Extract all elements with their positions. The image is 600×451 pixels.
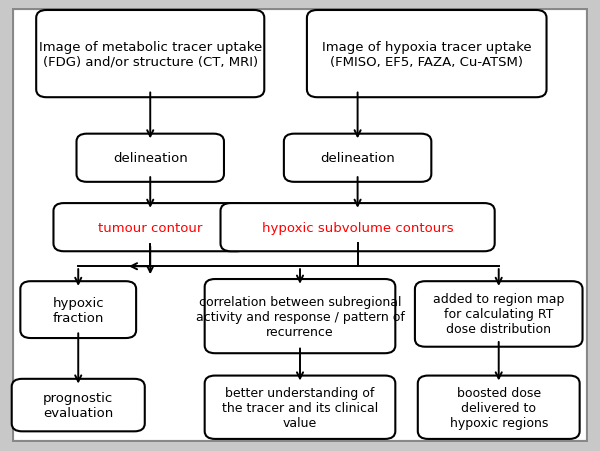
Text: tumour contour: tumour contour [98, 221, 202, 234]
Text: delineation: delineation [113, 152, 188, 165]
FancyBboxPatch shape [284, 134, 431, 182]
FancyBboxPatch shape [12, 9, 588, 442]
FancyBboxPatch shape [418, 376, 580, 439]
Text: hypoxic
fraction: hypoxic fraction [52, 296, 104, 324]
Text: added to region map
for calculating RT
dose distribution: added to region map for calculating RT d… [433, 293, 565, 336]
Text: hypoxic subvolume contours: hypoxic subvolume contours [262, 221, 454, 234]
FancyBboxPatch shape [415, 281, 583, 347]
Text: boosted dose
delivered to
hypoxic regions: boosted dose delivered to hypoxic region… [449, 386, 548, 429]
Text: correlation between subregional
activity and response / pattern of
recurrence: correlation between subregional activity… [196, 295, 404, 338]
FancyBboxPatch shape [20, 281, 136, 338]
FancyBboxPatch shape [205, 280, 395, 354]
Text: prognostic
evaluation: prognostic evaluation [43, 391, 113, 419]
Text: Image of metabolic tracer uptake
(FDG) and/or structure (CT, MRI): Image of metabolic tracer uptake (FDG) a… [38, 41, 262, 69]
FancyBboxPatch shape [36, 11, 264, 98]
Text: delineation: delineation [320, 152, 395, 165]
FancyBboxPatch shape [12, 379, 145, 431]
FancyBboxPatch shape [53, 204, 247, 252]
FancyBboxPatch shape [205, 376, 395, 439]
Text: Image of hypoxia tracer uptake
(FMISO, EF5, FAZA, Cu-ATSM): Image of hypoxia tracer uptake (FMISO, E… [322, 41, 532, 69]
FancyBboxPatch shape [307, 11, 547, 98]
FancyBboxPatch shape [221, 204, 494, 252]
Text: better understanding of
the tracer and its clinical
value: better understanding of the tracer and i… [222, 386, 378, 429]
FancyBboxPatch shape [77, 134, 224, 182]
